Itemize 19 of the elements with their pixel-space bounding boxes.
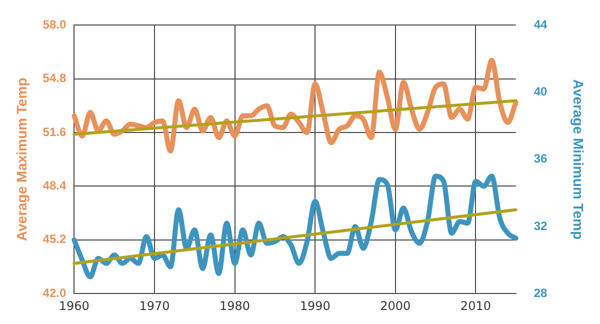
y2-tick-label: 28 bbox=[534, 286, 548, 300]
y2-tick-label: 44 bbox=[534, 18, 548, 32]
x-tick-label: 1960 bbox=[58, 298, 90, 313]
x-tick-label: 2000 bbox=[380, 298, 411, 313]
y-tick-label: 42.0 bbox=[42, 286, 66, 300]
y-tick-label: 45.2 bbox=[42, 232, 66, 246]
y-tick-label: 48.4 bbox=[42, 178, 66, 193]
y-tick-label: 51.6 bbox=[42, 124, 66, 139]
y2-axis-title: Average Minimum Temp bbox=[570, 79, 587, 240]
y2-tick-label: 32 bbox=[534, 218, 548, 233]
y-tick-label: 58.0 bbox=[42, 18, 66, 32]
x-tick-label: 1980 bbox=[220, 298, 250, 313]
y-tick-label: 54.8 bbox=[42, 71, 66, 86]
x-tick-label: 1990 bbox=[300, 298, 330, 313]
x-tick-label: 1970 bbox=[139, 298, 170, 313]
y2-tick-label: 40 bbox=[534, 84, 548, 99]
y2-tick-label: 36 bbox=[534, 152, 548, 166]
x-tick-label: 2010 bbox=[460, 298, 491, 313]
y-axis-title: Average Maximum Temp bbox=[13, 78, 30, 242]
